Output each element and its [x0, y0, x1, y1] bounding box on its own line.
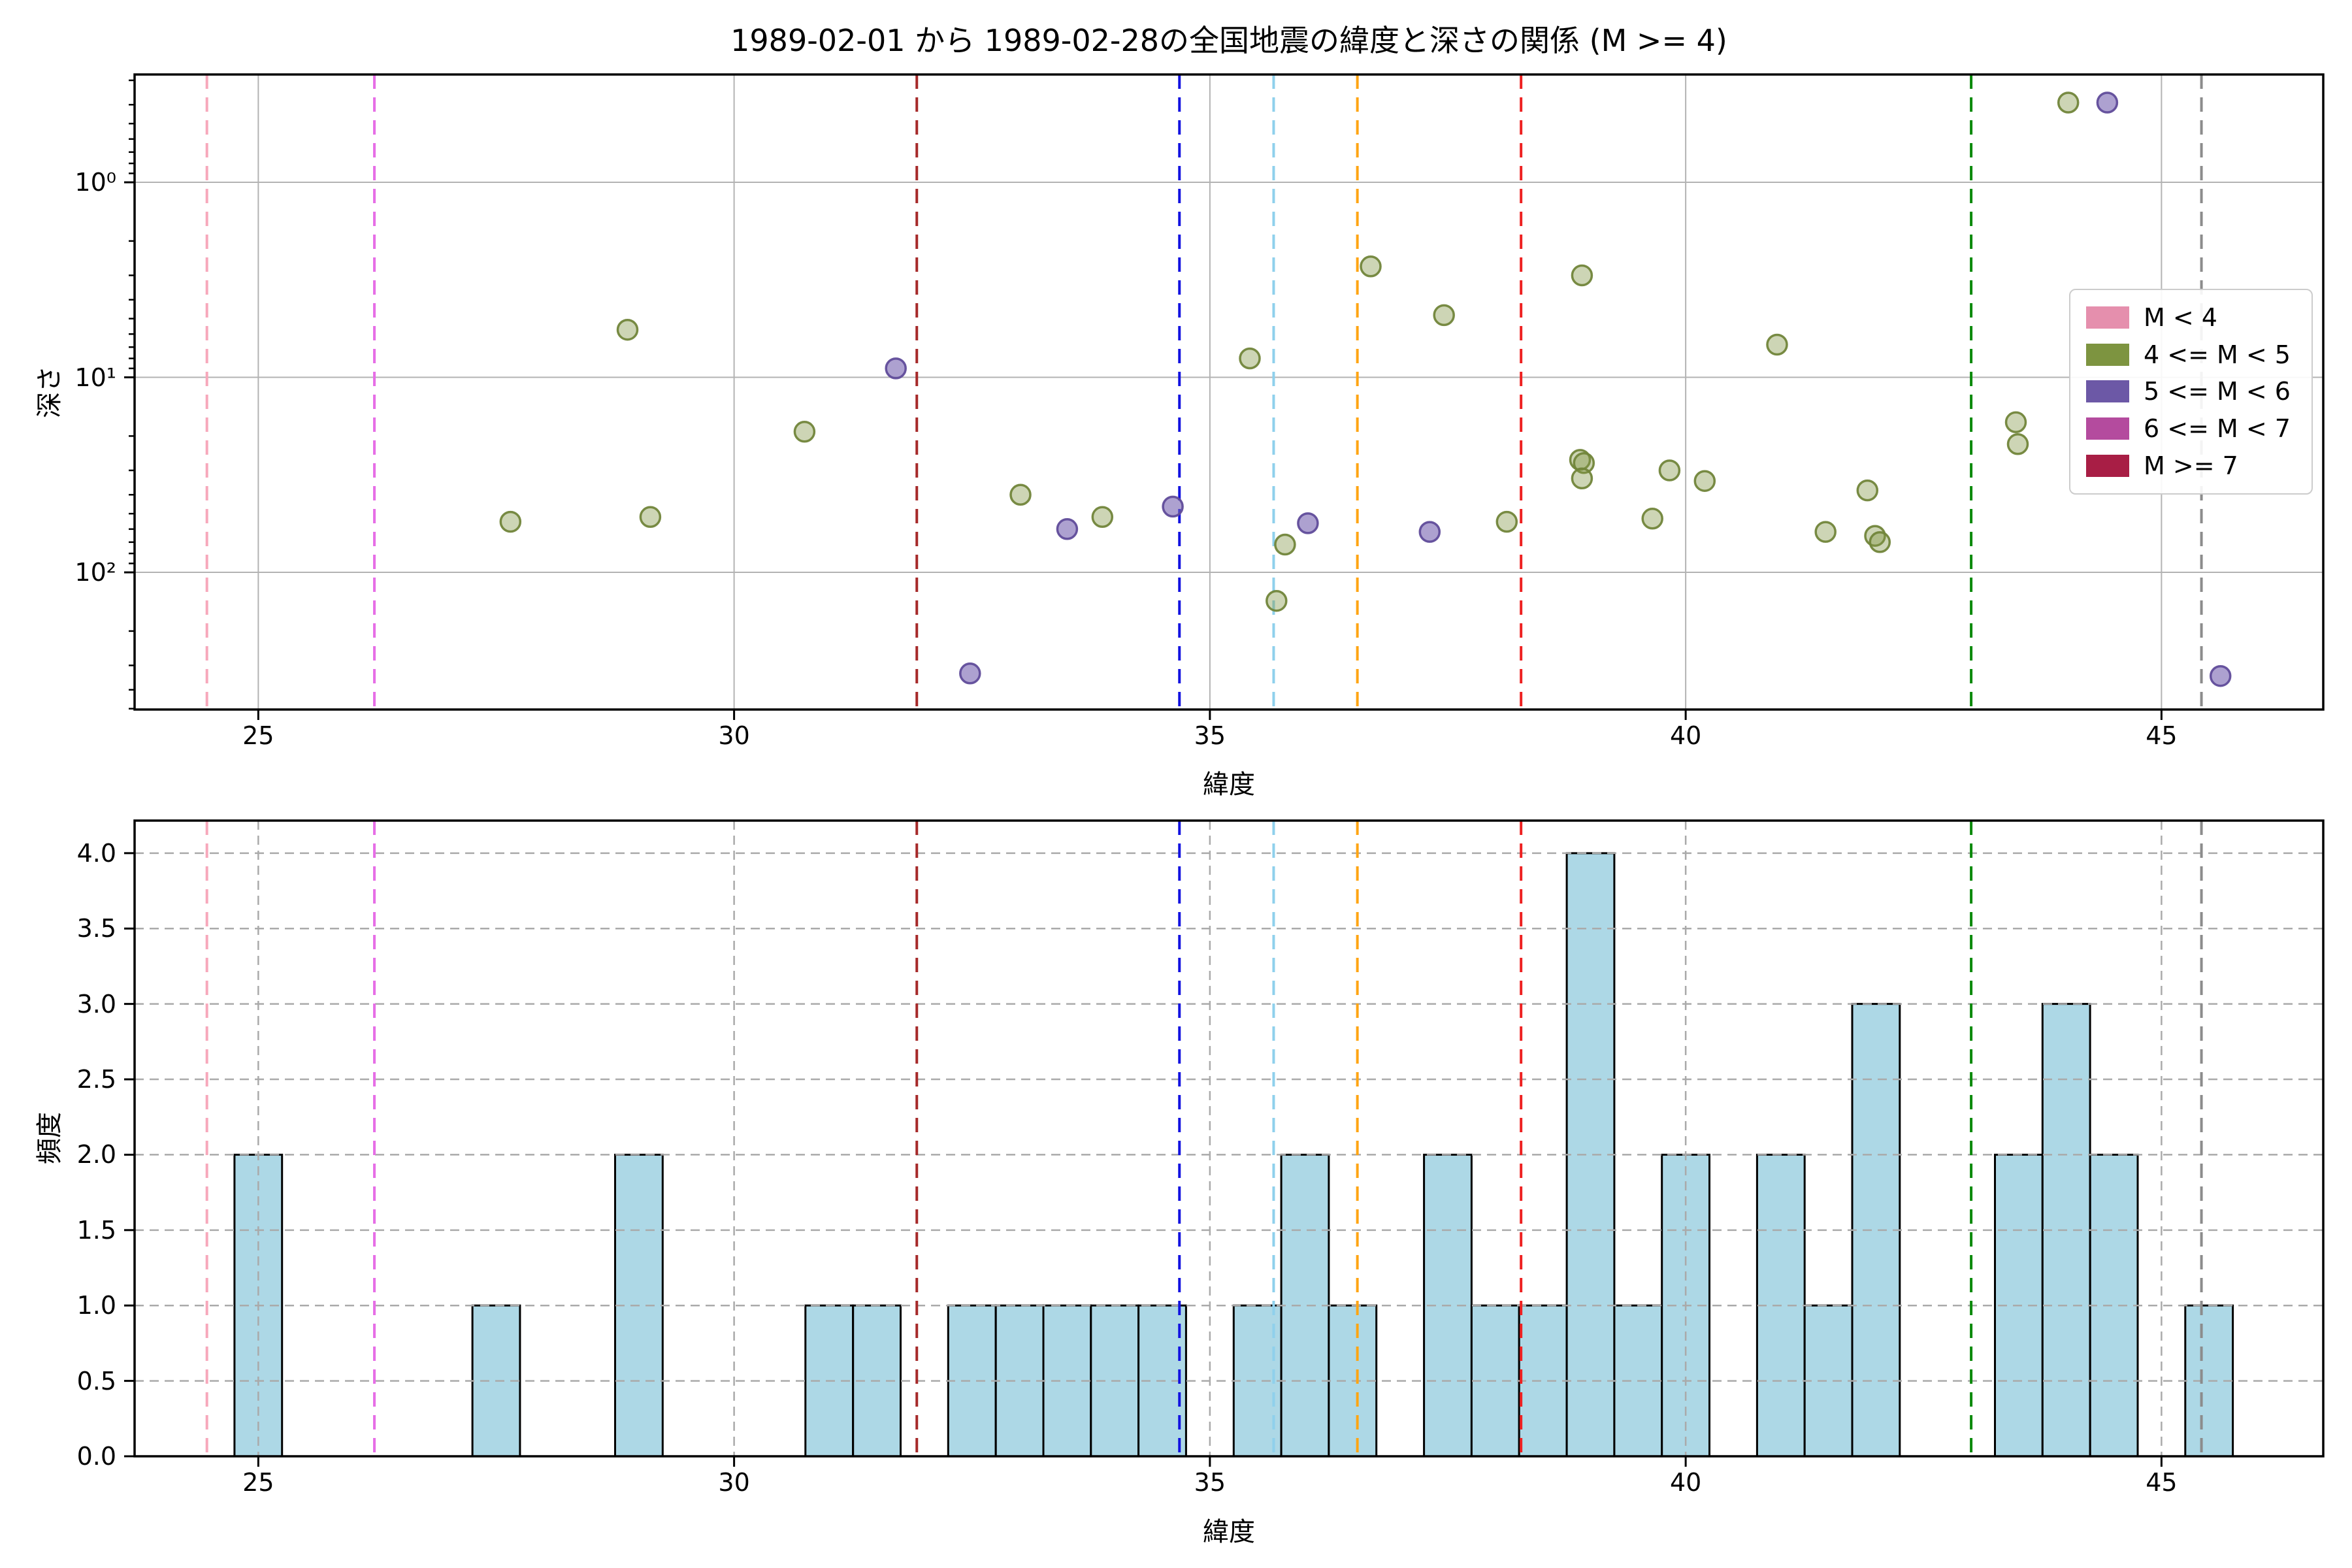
legend-swatch — [2086, 417, 2129, 440]
y-tick-label: 3.5 — [76, 914, 116, 943]
x-tick-label: 30 — [718, 721, 750, 750]
scatter-point — [1266, 589, 1288, 612]
scatter-point — [1571, 264, 1593, 287]
y-tick-label: 2.5 — [76, 1065, 116, 1094]
scatter-point — [2096, 91, 2119, 114]
x-tick-label: 40 — [1669, 1468, 1702, 1497]
legend-item: M < 4 — [2070, 303, 2311, 332]
legend-label: M >= 7 — [2144, 451, 2238, 480]
histogram-bar — [1280, 1153, 1330, 1458]
y-tick-label: 0.5 — [76, 1366, 116, 1396]
x-tick-label: 25 — [242, 1468, 274, 1497]
y-tick-label: 10⁰ — [74, 168, 116, 197]
scatter-point — [1641, 508, 1663, 530]
scatter-point — [1162, 495, 1184, 518]
scatter-point — [1418, 521, 1441, 543]
scatter-point — [1856, 479, 1879, 502]
figure-title: 1989-02-01 から 1989-02-28の全国地震の緯度と深さの関係 (… — [730, 23, 1727, 58]
histogram-bar — [947, 1304, 997, 1458]
x-axis-label-latitude-bottom: 緯度 — [1203, 1517, 1255, 1547]
histogram-plot-border — [133, 819, 2325, 1458]
x-tick-label: 25 — [242, 721, 274, 750]
histogram-bar — [1565, 852, 1616, 1458]
scatter-point — [793, 421, 816, 443]
scatter-point — [1056, 518, 1079, 540]
scatter-point — [1658, 459, 1681, 482]
legend-swatch — [2086, 380, 2129, 403]
scatter-point — [885, 357, 907, 380]
scatter-point — [1433, 304, 1455, 327]
scatter-point — [959, 662, 981, 685]
y-tick-label: 1.5 — [76, 1215, 116, 1245]
scatter-point — [2004, 411, 2027, 434]
y-tick-label: 4.0 — [76, 838, 116, 868]
x-tick-label: 40 — [1669, 721, 1702, 750]
x-tick-label: 35 — [1194, 721, 1226, 750]
histogram-bar — [1851, 1003, 1901, 1458]
legend-item: 4 <= M < 5 — [2070, 340, 2311, 369]
y-tick-label: 0.0 — [76, 1442, 116, 1471]
histogram-bar — [994, 1304, 1045, 1458]
scatter-point — [1239, 347, 1261, 370]
scatter-point — [1274, 533, 1296, 556]
scatter-point — [1009, 483, 1032, 506]
y-tick-label: 3.0 — [76, 989, 116, 1019]
legend: M < 4 4 <= M < 5 5 <= M < 6 6 <= M < 7 M >= … — [2069, 289, 2313, 495]
scatter-point — [616, 318, 639, 341]
legend-label: 5 <= M < 6 — [2144, 377, 2291, 406]
legend-item: 6 <= M < 7 — [2070, 414, 2311, 443]
histogram-bar — [1803, 1304, 1854, 1458]
y-tick-label: 2.0 — [76, 1140, 116, 1169]
y-axis-label-frequency: 頻度 — [35, 1112, 65, 1164]
legend-swatch — [2086, 454, 2129, 477]
scatter-point — [1693, 470, 1716, 492]
scatter-point — [1297, 512, 1319, 534]
scatter-point — [639, 506, 662, 529]
scatter-point — [2006, 433, 2029, 455]
scatter-point — [1869, 531, 1891, 553]
legend-item: M >= 7 — [2070, 451, 2311, 480]
scatter-plot-border — [133, 73, 2325, 711]
histogram-bar — [1518, 1304, 1568, 1458]
scatter-point — [1814, 521, 1837, 543]
legend-label: 4 <= M < 5 — [2144, 340, 2291, 369]
scatter-point — [1091, 506, 1114, 529]
scatter-point — [1571, 467, 1593, 490]
x-tick-label: 30 — [718, 1468, 750, 1497]
x-tick-label: 45 — [2146, 721, 2178, 750]
y-tick-label: 1.0 — [76, 1291, 116, 1320]
legend-label: 6 <= M < 7 — [2144, 414, 2291, 444]
y-tick-label: 10¹ — [74, 363, 116, 392]
legend-item: 5 <= M < 6 — [2070, 377, 2311, 406]
x-tick-label: 35 — [1194, 1468, 1226, 1497]
legend-swatch — [2086, 343, 2129, 366]
x-tick-label: 45 — [2146, 1468, 2178, 1497]
scatter-point — [1766, 333, 1788, 356]
x-axis-label-latitude-top: 緯度 — [1203, 770, 1255, 800]
legend-swatch — [2086, 306, 2129, 329]
legend-label: M < 4 — [2144, 303, 2217, 333]
scatter-point — [1495, 510, 1518, 533]
scatter-point — [2209, 664, 2232, 687]
scatter-point — [2057, 91, 2080, 114]
scatter-point — [1360, 255, 1382, 278]
scatter-point — [499, 510, 522, 533]
y-tick-label: 10² — [74, 558, 116, 587]
y-axis-label-depth: 深さ — [35, 366, 65, 418]
histogram-bar — [2089, 1153, 2139, 1458]
